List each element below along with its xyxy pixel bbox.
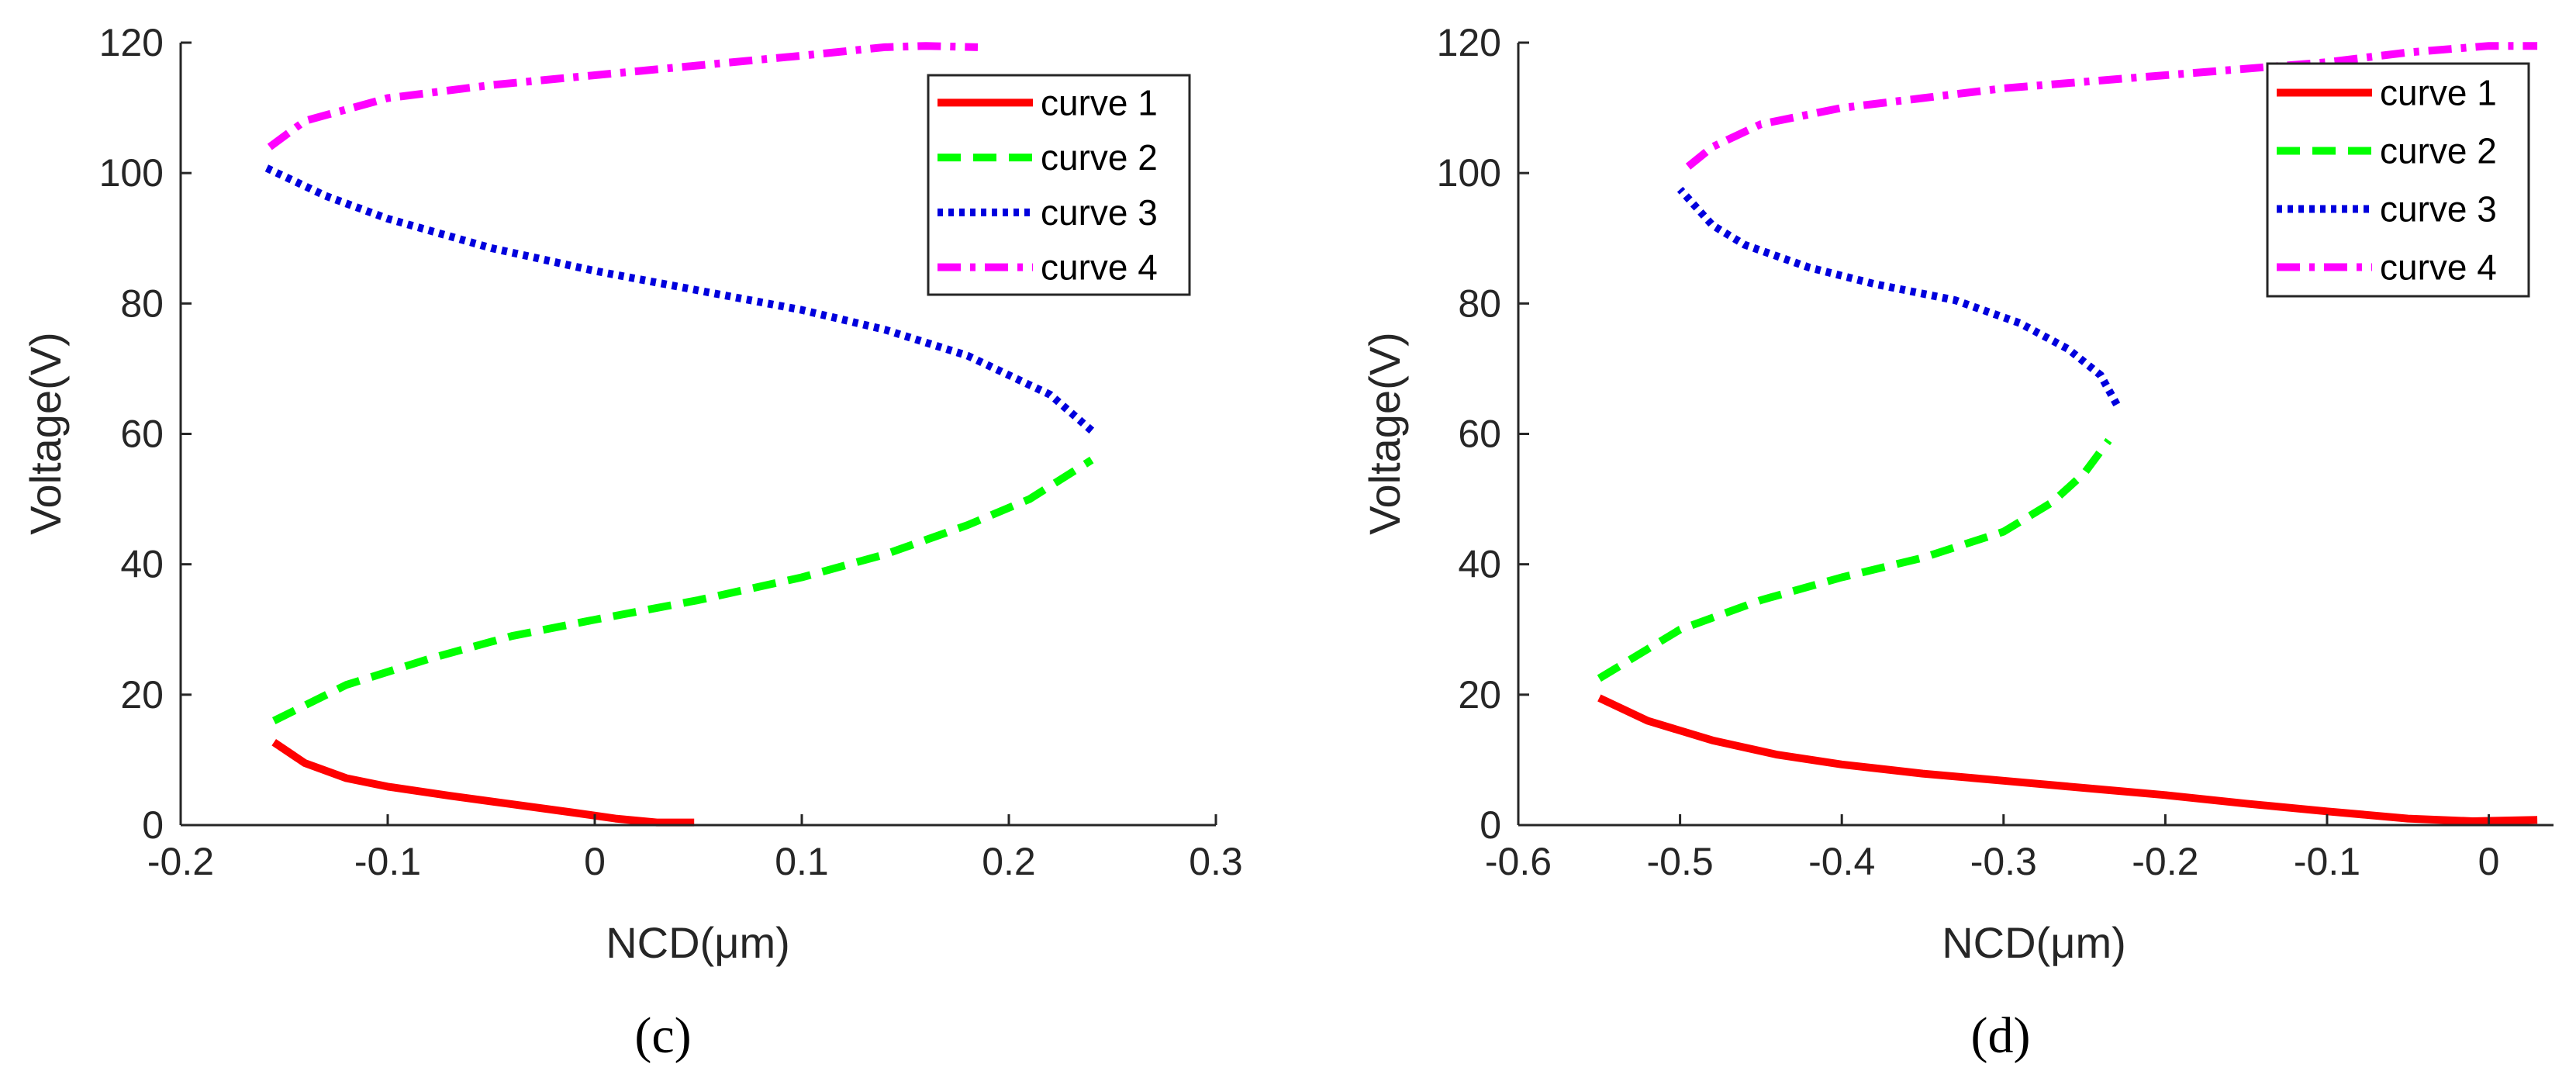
- series-line-2: [1597, 437, 2112, 682]
- chart-panel-c: -0.2 -0.1 0 0.1 0.2 0.3 0 20 40 60 80 100 120 NCD(μ…: [21, 21, 1243, 1064]
- plot-lines: [261, 42, 1095, 827]
- y-tick-label: 80: [1458, 281, 1501, 325]
- x-tick-label: 0: [2478, 840, 2500, 883]
- y-tick-label: 120: [1437, 21, 1501, 64]
- legend-entries: curve 1 curve 2 curve 3 curve 4: [938, 82, 1158, 288]
- x-ticks: -0.6 -0.5 -0.4 -0.3 -0.2 -0.1 0: [1485, 814, 2500, 883]
- y-ticks: 0 20 40 60 80 100 120: [99, 21, 192, 847]
- chart-panel-d: -0.6 -0.5 -0.4 -0.3 -0.2 -0.1 0 0 20 40 60 80 100 12…: [1360, 21, 2554, 1064]
- y-tick-label: 120: [99, 21, 164, 64]
- x-tick-label: -0.6: [1485, 840, 1552, 883]
- legend-label-1: curve 1: [1041, 82, 1158, 123]
- panel-caption: (d): [1971, 1007, 2031, 1064]
- y-tick-label: 0: [1480, 803, 1501, 847]
- x-axis-label: NCD(μm): [606, 918, 790, 967]
- legend-label-4: curve 4: [1041, 247, 1158, 288]
- series-line-4: [1685, 42, 2538, 170]
- legend-label-3: curve 3: [1041, 192, 1158, 233]
- legend-box: [2266, 62, 2530, 298]
- x-tick-label: 0: [584, 840, 606, 883]
- y-tick-label: 0: [142, 803, 164, 847]
- y-tick-label: 40: [120, 543, 164, 586]
- x-tick-label: -0.2: [147, 840, 214, 883]
- series-line-1: [271, 739, 695, 827]
- y-axis-label: Voltage(V): [1360, 332, 1409, 535]
- series-line-2: [271, 456, 1094, 724]
- y-tick-label: 20: [120, 673, 164, 717]
- legend-label-2: curve 2: [1041, 137, 1158, 178]
- y-tick-label: 80: [120, 281, 164, 325]
- y-tick-label: 40: [1458, 543, 1501, 586]
- x-tick-label: -0.5: [1647, 840, 1714, 883]
- y-tick-label: 100: [99, 151, 164, 195]
- y-ticks: 0 20 40 60 80 100 120: [1437, 21, 1529, 847]
- y-tick-label: 60: [120, 413, 164, 456]
- y-tick-label: 100: [1437, 151, 1501, 195]
- legend-label-1: curve 1: [2380, 73, 2497, 113]
- x-tick-label: -0.3: [1970, 840, 2037, 883]
- panel-caption: (c): [634, 1007, 691, 1064]
- legend-label-2: curve 2: [2380, 131, 2497, 171]
- legend: curve 1 curve 2 curve 3 curve 4: [927, 74, 1191, 296]
- legend-box: [927, 74, 1191, 296]
- series-line-4: [267, 42, 979, 150]
- y-tick-label: 60: [1458, 413, 1501, 456]
- legend-label-3: curve 3: [2380, 189, 2497, 230]
- x-axis-label: NCD(μm): [1942, 918, 2126, 967]
- series-line-3: [261, 163, 1095, 434]
- x-tick-label: 0.3: [1189, 840, 1243, 883]
- x-ticks: -0.2 -0.1 0 0.1 0.2 0.3: [147, 814, 1243, 883]
- legend-label-4: curve 4: [2380, 247, 2497, 288]
- y-axis-label: Voltage(V): [21, 332, 70, 535]
- x-tick-label: -0.1: [2294, 840, 2360, 883]
- plot-lines: [1597, 42, 2538, 825]
- legend: curve 1 curve 2 curve 3 curve 4: [2266, 62, 2530, 298]
- series-line-3: [1676, 186, 2121, 407]
- x-tick-label: -0.1: [354, 840, 421, 883]
- series-line-1: [1597, 694, 2538, 825]
- x-tick-label: -0.2: [2132, 840, 2198, 883]
- x-tick-label: -0.4: [1808, 840, 1875, 883]
- legend-entries: curve 1 curve 2 curve 3 curve 4: [2277, 73, 2497, 288]
- y-tick-label: 20: [1458, 673, 1501, 717]
- x-tick-label: 0.2: [982, 840, 1036, 883]
- x-tick-label: 0.1: [775, 840, 829, 883]
